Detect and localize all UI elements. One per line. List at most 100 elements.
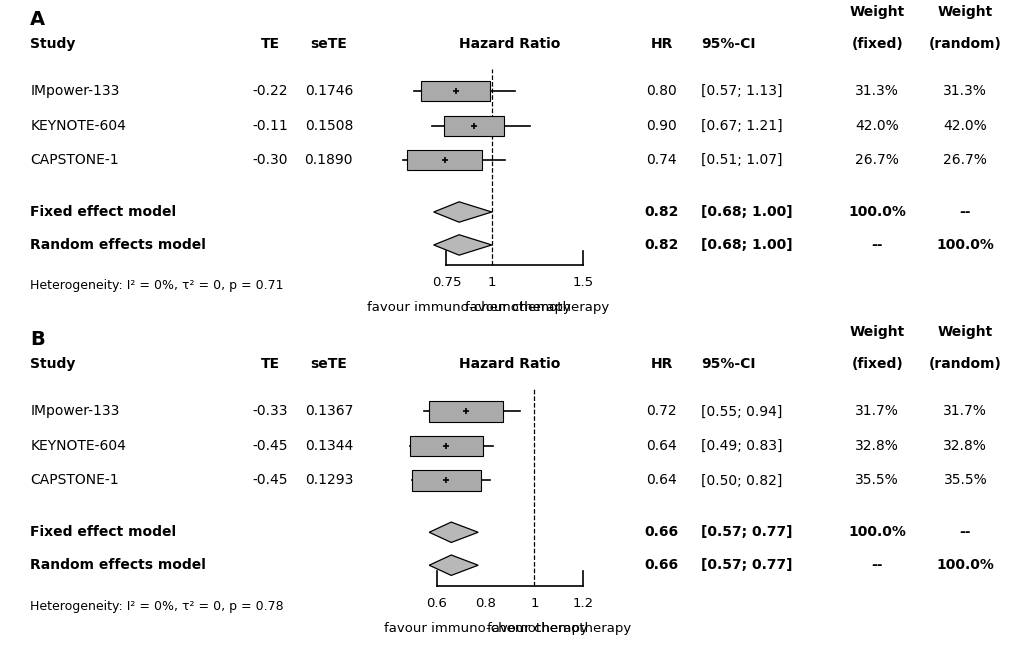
Text: 100.0%: 100.0% (848, 205, 905, 219)
Text: 0.1508: 0.1508 (305, 118, 353, 133)
Text: 0.66: 0.66 (644, 525, 679, 539)
Text: 0.1746: 0.1746 (305, 84, 353, 98)
Text: A: A (31, 10, 45, 28)
Text: Heterogeneity: I² = 0%, τ² = 0, p = 0.78: Heterogeneity: I² = 0%, τ² = 0, p = 0.78 (31, 600, 283, 613)
Text: [0.57; 1.13]: [0.57; 1.13] (700, 84, 782, 98)
Text: 0.82: 0.82 (644, 205, 679, 219)
Text: favour immuno-chemotherapy: favour immuno-chemotherapy (367, 302, 571, 314)
Text: --: -- (959, 525, 970, 539)
Text: 35.5%: 35.5% (943, 474, 986, 487)
Text: HR: HR (650, 37, 673, 51)
Text: [0.55; 0.94]: [0.55; 0.94] (700, 404, 782, 419)
Text: (random): (random) (928, 357, 1001, 371)
Text: CAPSTONE-1: CAPSTONE-1 (31, 153, 118, 167)
Text: 0.75: 0.75 (431, 276, 461, 289)
Text: -0.45: -0.45 (252, 474, 287, 487)
Text: 1: 1 (530, 597, 538, 609)
Text: 31.7%: 31.7% (943, 404, 986, 419)
Text: CAPSTONE-1: CAPSTONE-1 (31, 474, 118, 487)
Text: 0.82: 0.82 (644, 238, 679, 252)
Text: [0.68; 1.00]: [0.68; 1.00] (700, 238, 792, 252)
Text: 95%-CI: 95%-CI (700, 357, 755, 371)
FancyBboxPatch shape (411, 470, 481, 490)
Text: Weight: Weight (849, 325, 904, 339)
Text: Study: Study (31, 37, 75, 51)
Text: seTE: seTE (310, 37, 346, 51)
Text: favour chemotherapy: favour chemotherapy (486, 622, 631, 635)
Text: favour chemotherapy: favour chemotherapy (465, 302, 608, 314)
Text: [0.68; 1.00]: [0.68; 1.00] (700, 205, 792, 219)
Text: -0.30: -0.30 (252, 153, 287, 167)
Text: Weight: Weight (936, 5, 991, 19)
Text: 0.8: 0.8 (475, 597, 495, 609)
Text: TE: TE (260, 357, 279, 371)
Text: HR: HR (650, 357, 673, 371)
Text: 35.5%: 35.5% (855, 474, 898, 487)
Text: 42.0%: 42.0% (943, 118, 986, 133)
Text: -0.33: -0.33 (252, 404, 287, 419)
Text: 31.7%: 31.7% (854, 404, 899, 419)
Text: 95%-CI: 95%-CI (700, 37, 755, 51)
Polygon shape (429, 522, 478, 542)
Text: 0.66: 0.66 (644, 558, 679, 572)
Text: 1: 1 (487, 276, 495, 289)
Text: Random effects model: Random effects model (31, 558, 206, 572)
Text: -0.11: -0.11 (252, 118, 287, 133)
Text: Heterogeneity: I² = 0%, τ² = 0, p = 0.71: Heterogeneity: I² = 0%, τ² = 0, p = 0.71 (31, 280, 283, 292)
FancyBboxPatch shape (429, 401, 502, 422)
Text: 0.1890: 0.1890 (305, 153, 353, 167)
FancyBboxPatch shape (420, 81, 490, 102)
Text: IMpower-133: IMpower-133 (31, 84, 119, 98)
Text: 100.0%: 100.0% (848, 525, 905, 539)
Text: [0.67; 1.21]: [0.67; 1.21] (700, 118, 782, 133)
Text: 26.7%: 26.7% (854, 153, 899, 167)
Text: 0.6: 0.6 (426, 597, 446, 609)
Polygon shape (433, 202, 491, 222)
Text: (random): (random) (928, 37, 1001, 51)
Text: Study: Study (31, 357, 75, 371)
Text: 1.2: 1.2 (573, 597, 593, 609)
Text: [0.51; 1.07]: [0.51; 1.07] (700, 153, 782, 167)
Text: TE: TE (260, 37, 279, 51)
Text: --: -- (870, 558, 882, 572)
Text: Hazard Ratio: Hazard Ratio (459, 37, 560, 51)
Text: [0.50; 0.82]: [0.50; 0.82] (700, 474, 782, 487)
Text: 100.0%: 100.0% (935, 238, 994, 252)
Text: Fixed effect model: Fixed effect model (31, 525, 176, 539)
Text: B: B (31, 330, 45, 349)
Text: 0.72: 0.72 (646, 404, 677, 419)
Text: [0.49; 0.83]: [0.49; 0.83] (700, 439, 782, 453)
Text: -0.45: -0.45 (252, 439, 287, 453)
Text: Weight: Weight (849, 5, 904, 19)
Text: Weight: Weight (936, 325, 991, 339)
FancyBboxPatch shape (410, 436, 482, 456)
Text: --: -- (870, 238, 882, 252)
Text: IMpower-133: IMpower-133 (31, 404, 119, 419)
Text: 31.3%: 31.3% (943, 84, 986, 98)
Text: 0.1367: 0.1367 (305, 404, 353, 419)
Polygon shape (429, 555, 478, 575)
Text: 0.90: 0.90 (646, 118, 677, 133)
Text: KEYNOTE-604: KEYNOTE-604 (31, 439, 126, 453)
Text: 0.80: 0.80 (646, 84, 677, 98)
Text: Fixed effect model: Fixed effect model (31, 205, 176, 219)
Text: -0.22: -0.22 (252, 84, 287, 98)
FancyBboxPatch shape (443, 116, 503, 136)
Text: 0.1293: 0.1293 (305, 474, 353, 487)
Text: 0.1344: 0.1344 (305, 439, 353, 453)
Text: --: -- (959, 205, 970, 219)
Text: [0.57; 0.77]: [0.57; 0.77] (700, 558, 792, 572)
Text: Random effects model: Random effects model (31, 238, 206, 252)
Text: 32.8%: 32.8% (943, 439, 986, 453)
Text: 32.8%: 32.8% (854, 439, 899, 453)
Text: seTE: seTE (310, 357, 346, 371)
Polygon shape (433, 235, 491, 255)
Text: 100.0%: 100.0% (935, 558, 994, 572)
Text: 0.64: 0.64 (646, 474, 677, 487)
Text: favour immuno-chemotherapy: favour immuno-chemotherapy (383, 622, 587, 635)
Text: KEYNOTE-604: KEYNOTE-604 (31, 118, 126, 133)
Text: (fixed): (fixed) (851, 357, 902, 371)
Text: 1.5: 1.5 (572, 276, 593, 289)
Text: (fixed): (fixed) (851, 37, 902, 51)
Text: 31.3%: 31.3% (854, 84, 899, 98)
